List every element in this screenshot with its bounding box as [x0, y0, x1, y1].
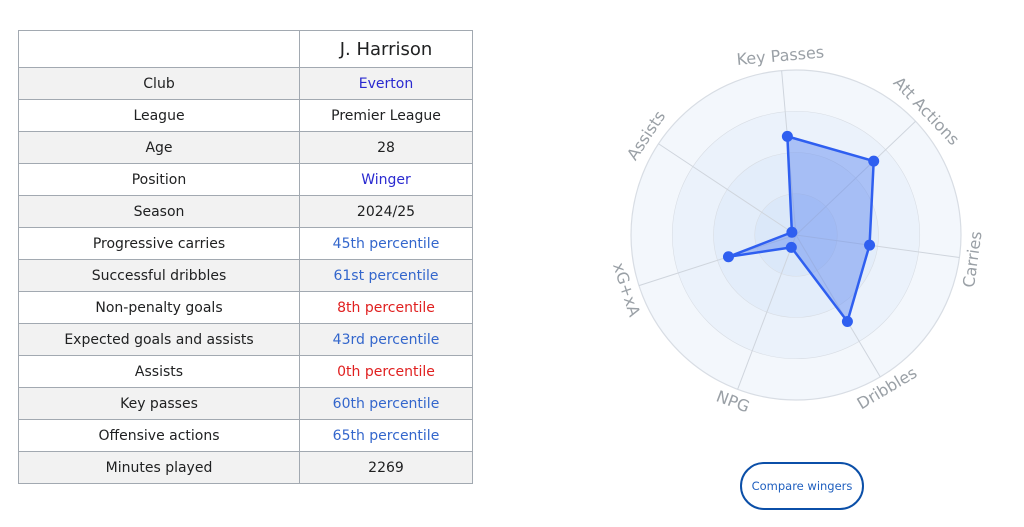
row-label: Key passes [18, 387, 300, 420]
row-label: Successful dribbles [18, 259, 300, 292]
row-value: 43rd percentile [299, 323, 473, 356]
row-value[interactable]: Winger [299, 163, 473, 196]
radar-spoke [795, 234, 881, 378]
row-label: Position [18, 163, 300, 196]
table-row: Offensive actions 65th percentile [18, 419, 473, 452]
radar-chart: Key Passes Att Actions Carries Dribbles NPG x… [600, 30, 1000, 430]
radar-data-point [868, 155, 880, 167]
compare-wingers-button[interactable]: Compare wingers [740, 462, 864, 510]
table-row: Progressive carries 45th percentile [18, 227, 473, 260]
row-label: Season [18, 195, 300, 228]
table-row: Age 28 [18, 131, 473, 164]
header-empty-cell [18, 30, 300, 68]
radar-data-point [786, 226, 798, 238]
row-value: 60th percentile [299, 387, 473, 420]
row-label: Progressive carries [18, 227, 300, 260]
row-value: 65th percentile [299, 419, 473, 452]
row-label: Assists [18, 355, 300, 388]
table-row: Assists 0th percentile [18, 355, 473, 388]
row-value: 2269 [299, 451, 473, 484]
table-row: Successful dribbles 61st percentile [18, 259, 473, 292]
radar-axis-label: Key Passes [736, 42, 825, 69]
row-value: 61st percentile [299, 259, 473, 292]
row-value: 2024/25 [299, 195, 473, 228]
row-value: Premier League [299, 99, 473, 132]
table-row: Season 2024/25 [18, 195, 473, 228]
radar-data-point [864, 239, 876, 251]
radar-data-point [785, 241, 797, 253]
radar-spoke [795, 120, 916, 236]
row-value: 8th percentile [299, 291, 473, 324]
row-label: Expected goals and assists [18, 323, 300, 356]
table-row: Minutes played 2269 [18, 451, 473, 484]
row-label: League [18, 99, 300, 132]
radar-data-point [841, 316, 853, 328]
radar-spoke [795, 234, 960, 259]
table-row: Expected goals and assists 43rd percentil… [18, 323, 473, 356]
table-row: Position Winger [18, 163, 473, 196]
table-row: Non-penalty goals 8th percentile [18, 291, 473, 324]
table-header-row: J. Harrison [18, 30, 473, 68]
radar-spoke [658, 143, 797, 236]
radar-data-polygon [727, 135, 875, 323]
radar-axis-label: Carries [959, 230, 986, 289]
radar-data-point [781, 130, 793, 142]
row-value: 0th percentile [299, 355, 473, 388]
row-label: Non-penalty goals [18, 291, 300, 324]
radar-spoke [737, 234, 797, 390]
row-label: Minutes played [18, 451, 300, 484]
row-label: Age [18, 131, 300, 164]
radar-spoke [638, 234, 797, 287]
stats-body: Club Everton League Premier League Age 28 Posi… [18, 67, 473, 484]
player-name: J. Harrison [299, 30, 473, 68]
table-row: Key passes 60th percentile [18, 387, 473, 420]
row-value: 45th percentile [299, 227, 473, 260]
table-row: League Premier League [18, 99, 473, 132]
row-value: 28 [299, 131, 473, 164]
row-label: Club [18, 67, 300, 100]
radar-data-point [722, 251, 734, 263]
player-stats-table: J. Harrison Club Everton League Premier Lea… [18, 30, 473, 484]
table-row: Club Everton [18, 67, 473, 100]
row-label: Offensive actions [18, 419, 300, 452]
row-value[interactable]: Everton [299, 67, 473, 100]
